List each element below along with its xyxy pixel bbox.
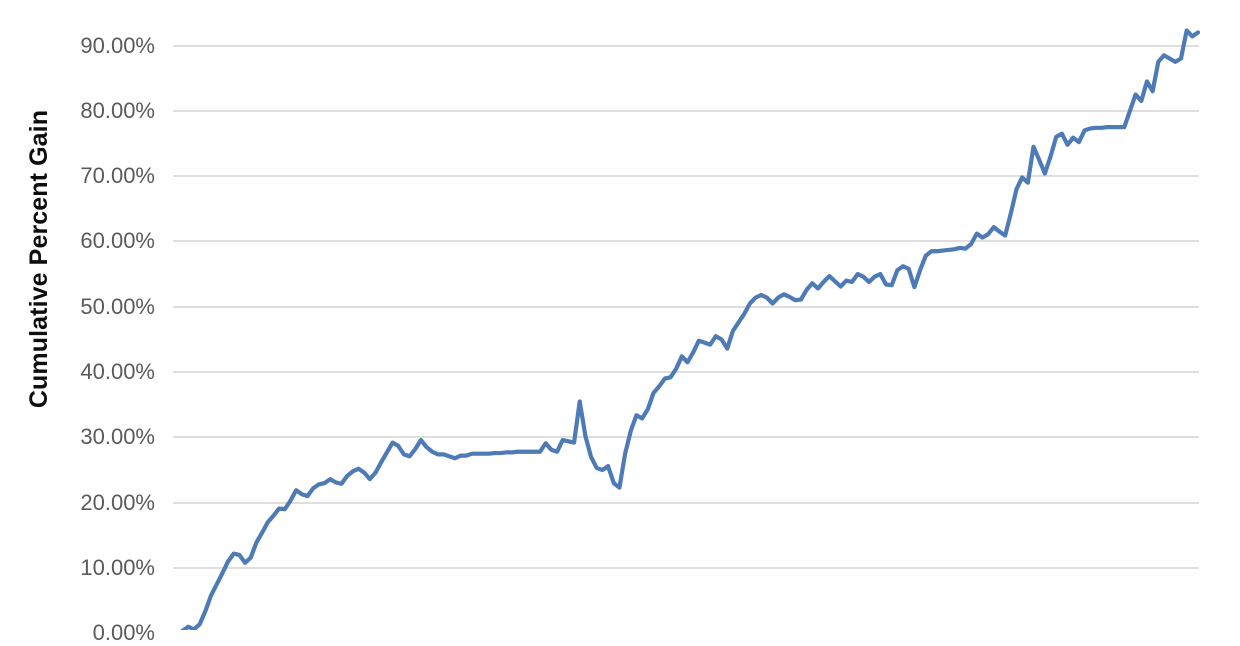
y-tick-label-70: 70.00%	[80, 163, 155, 189]
y-tick-label-50: 50.00%	[80, 293, 155, 319]
gridline-70	[173, 175, 1199, 178]
gridline-80	[173, 109, 1199, 112]
gridline-10	[173, 567, 1199, 569]
plot-area	[180, 28, 1201, 630]
gridline-90	[173, 44, 1199, 47]
y-tick-label-20: 20.00%	[80, 489, 155, 515]
chart-container: Cumulative Percent Gain 0.00% 10.00% 20.00…	[25, 28, 1201, 645]
y-tick-label-10: 10.00%	[80, 555, 155, 580]
y-tick-label-30: 30.00%	[80, 424, 155, 450]
y-tick-label-80: 80.00%	[80, 97, 155, 123]
y-tick-label-40: 40.00%	[80, 359, 155, 385]
line-series-cumulative-percent-gain	[180, 28, 1201, 630]
gridline-20	[173, 501, 1199, 504]
y-tick-label-0: 0.00%	[92, 620, 155, 646]
gridline-50	[173, 305, 1199, 308]
gridline-40	[173, 371, 1199, 374]
gridline-30	[173, 436, 1199, 439]
gridline-60	[173, 240, 1199, 243]
y-tick-label-60: 60.00%	[80, 228, 155, 254]
y-tick-label-90: 90.00%	[80, 32, 155, 58]
